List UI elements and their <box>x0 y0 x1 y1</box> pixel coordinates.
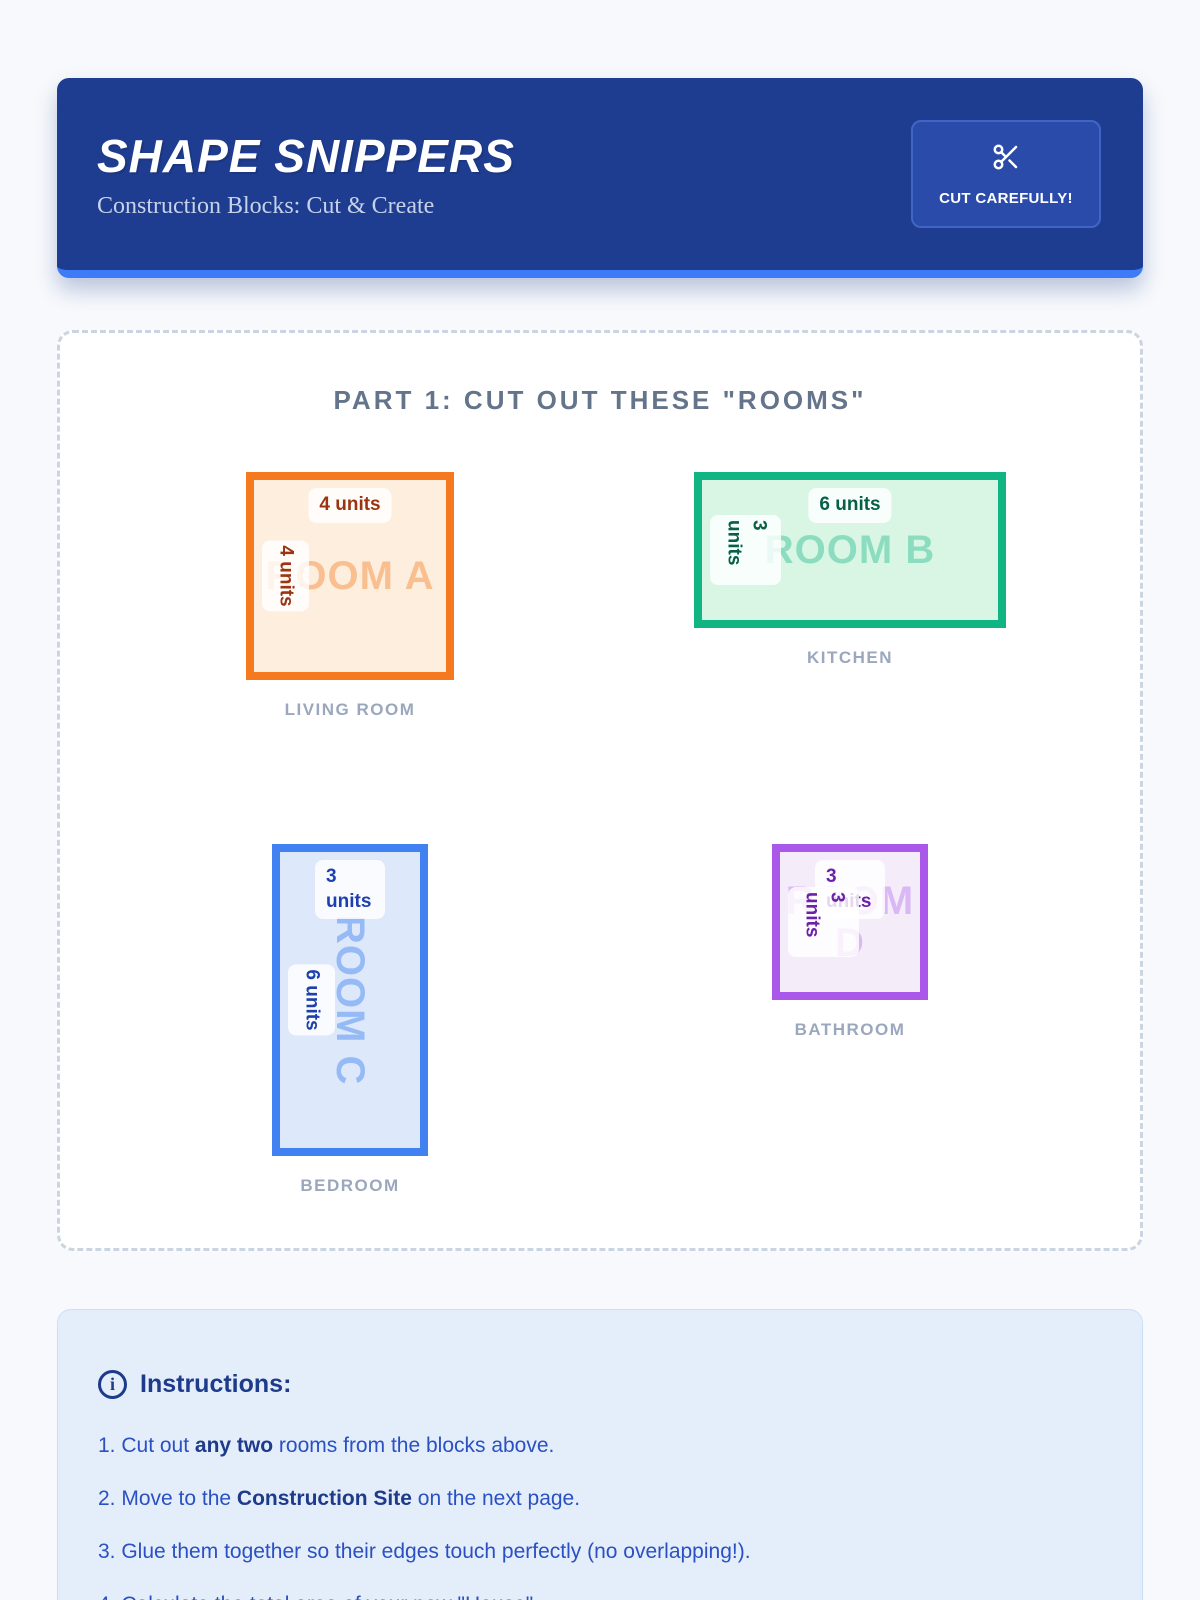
room-a-height-label: 4 units <box>262 540 309 612</box>
room-cell-a: ROOM A 4 units 4 units LIVING ROOM <box>246 472 454 720</box>
step-number: 2. <box>98 1487 116 1511</box>
instruction-step-1: 1. Cut out any two rooms from the blocks… <box>98 1434 1102 1457</box>
part1-title: PART 1: CUT OUT THESE "ROOMS" <box>333 385 867 415</box>
info-icon: i <box>98 1370 127 1399</box>
step-number: 4. <box>98 1593 116 1600</box>
room-c-caption: BEDROOM <box>300 1176 400 1195</box>
step-text-bold: Construction Site <box>236 1487 412 1511</box>
instruction-step-3: 3. Glue them together so their edges tou… <box>98 1541 1102 1563</box>
room-cell-d: ROOM D 3 units 3 units BATHROOM <box>772 844 928 1040</box>
instructions-heading-label: Instructions: <box>140 1370 292 1398</box>
room-cell-b: ROOM B 6 units 3 units KITCHEN <box>694 472 1006 668</box>
header-banner: SHAPE SNIPPERS Construction Blocks: Cut … <box>57 78 1143 278</box>
scissors-icon <box>991 142 1021 177</box>
page-subtitle: Construction Blocks: Cut & Create <box>97 192 435 219</box>
room-c-height-label: 6 units <box>288 964 335 1036</box>
instructions-heading: i Instructions: <box>98 1370 1102 1399</box>
step-text: Cut out <box>115 1434 195 1457</box>
header-text-group: SHAPE SNIPPERS Construction Blocks: Cut … <box>97 129 515 220</box>
instructions-list: 1. Cut out any two rooms from the blocks… <box>98 1434 1102 1600</box>
room-c-label: ROOM C <box>328 914 372 1086</box>
step-text: on the next page. <box>411 1487 581 1511</box>
step-text: Calculate the total area of your new "Ho… <box>116 1593 539 1600</box>
step-text-bold: any two <box>194 1434 274 1457</box>
step-text: Move to the <box>115 1487 237 1511</box>
instruction-step-2: 2. Move to the Construction Site on the … <box>98 1488 1102 1510</box>
rooms-grid: ROOM A 4 units 4 units LIVING ROOM ROOM … <box>100 472 1100 1196</box>
badge-label: CUT CAREFULLY! <box>939 189 1073 207</box>
room-b-height-label: 3 units <box>710 515 782 585</box>
room-b-block: ROOM B 6 units 3 units <box>694 472 1006 628</box>
room-a-caption: LIVING ROOM <box>284 700 416 719</box>
room-a-block: ROOM A 4 units 4 units <box>246 472 454 680</box>
room-cell-c: ROOM C 3 units 6 units BEDROOM <box>272 844 428 1196</box>
part1-section: PART 1: CUT OUT THESE "ROOMS" ROOM A 4 u… <box>57 330 1143 1251</box>
room-c-block: ROOM C 3 units 6 units <box>272 844 428 1156</box>
page-title: SHAPE SNIPPERS <box>97 129 515 182</box>
room-c-width-label: 3 units <box>315 860 385 920</box>
room-d-caption: BATHROOM <box>794 1020 906 1039</box>
cut-carefully-badge: CUT CAREFULLY! <box>911 120 1101 228</box>
step-text: rooms from the blocks above. <box>273 1434 555 1457</box>
room-b-label: ROOM B <box>764 528 936 572</box>
room-d-height-label: 3 units <box>788 887 860 957</box>
room-a-width-label: 4 units <box>308 488 392 523</box>
room-d-block: ROOM D 3 units 3 units <box>772 844 928 1000</box>
step-text: Glue them together so their edges touch … <box>115 1540 751 1564</box>
instructions-panel: i Instructions: 1. Cut out any two rooms… <box>57 1309 1143 1600</box>
step-number: 3. <box>98 1540 116 1564</box>
room-b-caption: KITCHEN <box>806 648 894 667</box>
room-b-width-label: 6 units <box>808 488 892 523</box>
instruction-step-4: 4. Calculate the total area of your new … <box>98 1594 1102 1600</box>
step-number: 1. <box>98 1434 116 1457</box>
